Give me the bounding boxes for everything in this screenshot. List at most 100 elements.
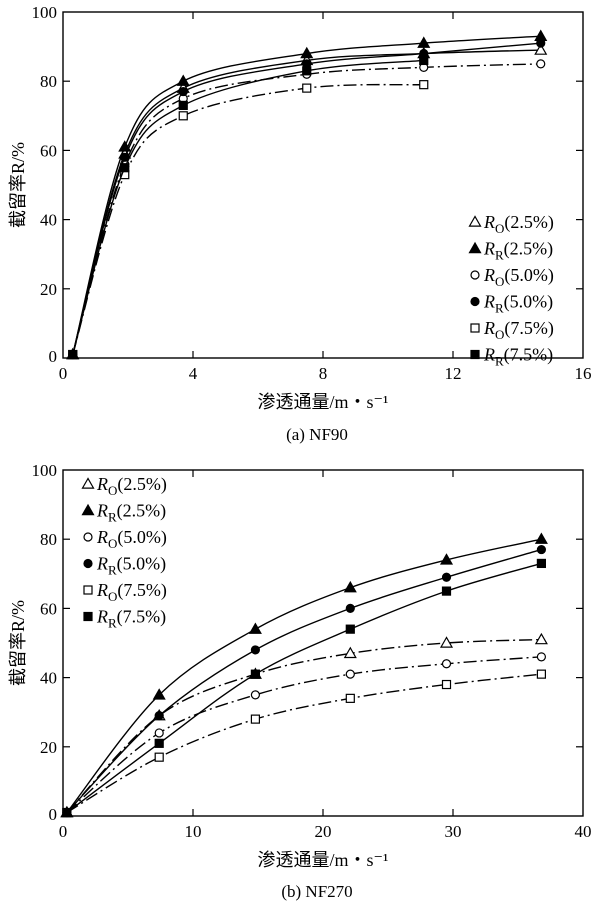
x-tick-label: 8	[319, 364, 328, 383]
legend-item: RR(5.0%)	[83, 554, 166, 578]
legend-percent: (5.0%)	[504, 292, 553, 313]
legend-symbol: R	[96, 554, 108, 574]
series-line	[72, 42, 541, 355]
series-3	[62, 544, 547, 818]
legend-subscript: R	[495, 354, 504, 369]
legend-marker	[470, 323, 480, 333]
data-point	[536, 38, 546, 48]
legend-percent: (7.5%)	[117, 607, 166, 628]
legend-subscript: O	[495, 274, 504, 289]
legend-marker	[468, 215, 482, 227]
legend: RO(2.5%)RR(2.5%)RO(5.0%)RR(5.0%)RO(7.5%)…	[81, 474, 167, 631]
legend-symbol: R	[96, 580, 108, 600]
legend-percent: (7.5%)	[504, 345, 553, 366]
legend-item: RR(7.5%)	[470, 345, 553, 369]
x-tick-label: 0	[59, 822, 68, 841]
legend-label: RO(7.5%)	[483, 318, 554, 342]
y-tick-label: 80	[40, 530, 57, 549]
data-point	[534, 43, 548, 55]
chart-caption: (b) NF270	[281, 882, 352, 901]
series-line	[72, 59, 424, 355]
legend-marker	[468, 241, 482, 254]
data-point	[248, 622, 262, 634]
legend-marker	[83, 585, 93, 595]
y-tick-label: 80	[40, 72, 57, 91]
legend-label: RO(2.5%)	[96, 474, 167, 498]
x-tick-label: 10	[185, 822, 202, 841]
legend-subscript: R	[495, 248, 504, 263]
legend-label: RO(7.5%)	[96, 580, 167, 604]
data-point	[536, 669, 547, 679]
data-point	[345, 669, 355, 679]
legend-label: RR(2.5%)	[96, 501, 166, 525]
data-point	[441, 572, 452, 582]
legend-symbol: R	[483, 239, 495, 259]
y-tick-label: 100	[32, 461, 58, 480]
series-line	[66, 673, 542, 814]
legend-percent: (2.5%)	[504, 239, 553, 260]
y-tick-label: 20	[40, 738, 57, 757]
legend-subscript: R	[495, 301, 504, 316]
data-point	[343, 580, 357, 593]
data-point	[154, 711, 164, 721]
series-4	[68, 80, 429, 360]
x-tick-label: 12	[445, 364, 462, 383]
series-line	[66, 656, 542, 814]
x-tick-label: 20	[315, 822, 332, 841]
legend-item: RR(2.5%)	[468, 239, 553, 263]
series-1	[66, 29, 548, 360]
x-tick-label: 30	[445, 822, 462, 841]
data-point	[536, 652, 547, 662]
y-tick-label: 60	[40, 599, 57, 618]
series-2	[62, 652, 547, 818]
legend-label: RR(5.0%)	[483, 292, 553, 316]
y-tick-label: 20	[40, 280, 57, 299]
data-point	[178, 86, 188, 97]
series-line	[72, 83, 424, 355]
data-point	[68, 349, 78, 360]
legend-marker	[81, 503, 95, 516]
legend-subscript: O	[108, 589, 117, 604]
legend-subscript: O	[495, 221, 504, 236]
legend-marker	[83, 611, 93, 622]
data-point	[250, 690, 260, 700]
data-point	[345, 693, 355, 703]
data-point	[118, 140, 132, 152]
data-point	[441, 586, 452, 596]
data-point	[120, 152, 130, 162]
legend-subscript: R	[108, 616, 117, 631]
legend-item: RR(7.5%)	[83, 607, 166, 631]
legend-label: RO(5.0%)	[96, 527, 167, 551]
legend-label: RR(2.5%)	[483, 239, 553, 263]
data-point	[178, 100, 188, 111]
data-point	[534, 532, 548, 544]
legend-marker	[83, 558, 93, 569]
data-point	[439, 553, 454, 565]
data-point	[441, 679, 452, 690]
data-point	[154, 752, 164, 762]
data-point	[536, 558, 547, 569]
legend-label: RR(5.0%)	[96, 554, 166, 578]
chart-nf270: 0 10 20 30 40 0 20 40 60 80 100 渗透通量/m・s⁻¹ 截留率R/% (b)…	[8, 461, 592, 901]
chart-nf90: 0 4 8 12 16 0 20 40 60 80 100 渗透通量/m・s⁻¹ 截留率R/% (a) N…	[8, 3, 592, 444]
data-point	[62, 807, 72, 818]
series-5	[62, 558, 547, 818]
legend-item: RO(7.5%)	[470, 318, 554, 342]
data-point	[534, 632, 548, 645]
data-point	[345, 624, 355, 634]
y-axis-label: 截留率R/%	[8, 142, 28, 228]
legend-label: RR(7.5%)	[96, 607, 166, 631]
legend-percent: (5.0%)	[117, 554, 166, 575]
legend-percent: (5.0%)	[117, 527, 166, 548]
legend-symbol: R	[483, 345, 495, 365]
series-2	[68, 59, 546, 360]
series-line	[72, 63, 541, 355]
y-tick-label: 40	[40, 669, 57, 688]
data-point	[419, 55, 429, 66]
legend-item: RO(2.5%)	[81, 474, 167, 498]
plot-frame	[62, 469, 584, 817]
data-point	[439, 636, 454, 648]
legend-percent: (2.5%)	[504, 212, 553, 233]
data-point	[250, 645, 260, 655]
series-line	[66, 562, 542, 814]
